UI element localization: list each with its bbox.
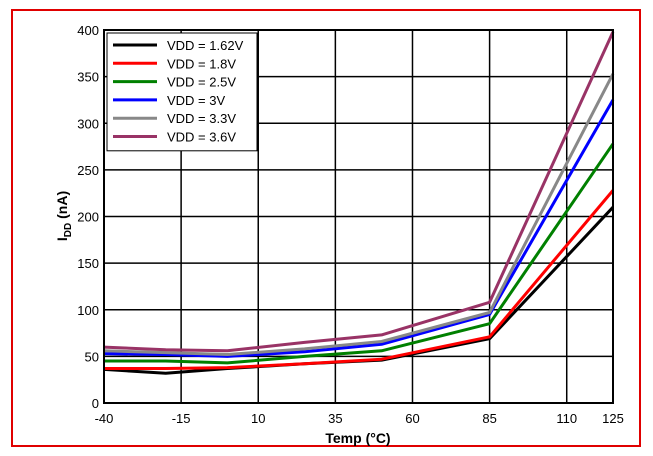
- plot-border: [103, 29, 614, 404]
- y-tick-label: 50: [85, 349, 99, 364]
- y-axis-label: IDD (nA): [54, 191, 74, 241]
- series-line-5: [103, 73, 615, 356]
- y-tick-label: 350: [77, 70, 99, 85]
- series-line-6: [103, 31, 615, 353]
- legend-label: VDD = 3.6V: [167, 130, 236, 145]
- x-tick-label: 110: [556, 411, 577, 426]
- y-tick-labels: 0 50 100 150 200 250 300 350 400: [77, 23, 99, 411]
- y-tick-label: 250: [77, 163, 99, 178]
- x-tick-label: 125: [602, 411, 624, 426]
- y-tick-label: 400: [77, 23, 99, 38]
- y-tick-label: 300: [77, 116, 99, 131]
- series-line-4: [103, 99, 615, 358]
- x-axis-label: Temp (°C): [325, 430, 390, 446]
- legend-label: VDD = 1.8V: [167, 56, 236, 71]
- series-line-3: [104, 142, 615, 365]
- legend-label: VDD = 3V: [167, 93, 225, 108]
- y-axis-label-unit: (nA): [54, 191, 70, 223]
- y-tick-label: 200: [77, 210, 99, 225]
- x-tick-label: -15: [172, 411, 191, 426]
- legend-box: [106, 32, 258, 152]
- series-lines: [103, 31, 615, 375]
- x-tick-label: 35: [328, 411, 342, 426]
- legend: VDD = 1.62V VDD = 1.8V VDD = 2.5V VDD = 3V V…: [106, 32, 258, 152]
- x-tick-label: 85: [482, 411, 496, 426]
- chart-frame: [11, 9, 641, 447]
- y-tick-label: 100: [77, 303, 99, 318]
- legend-label: VDD = 2.5V: [167, 75, 236, 90]
- y-tick-label: 150: [77, 256, 99, 271]
- x-tick-labels: -40 -15 10 35 60 85 110 125: [95, 411, 624, 426]
- y-tick-label: 0: [92, 396, 99, 411]
- x-tick-label: -40: [95, 411, 114, 426]
- legend-label: VDD = 1.62V: [167, 38, 244, 53]
- y-axis-label-main: I: [54, 237, 70, 241]
- x-tick-label: 60: [405, 411, 419, 426]
- legend-label: VDD = 3.3V: [167, 111, 236, 126]
- y-axis-label-subscript: DD: [63, 223, 74, 237]
- x-tick-label: 10: [251, 411, 265, 426]
- series-line-2: [104, 189, 615, 370]
